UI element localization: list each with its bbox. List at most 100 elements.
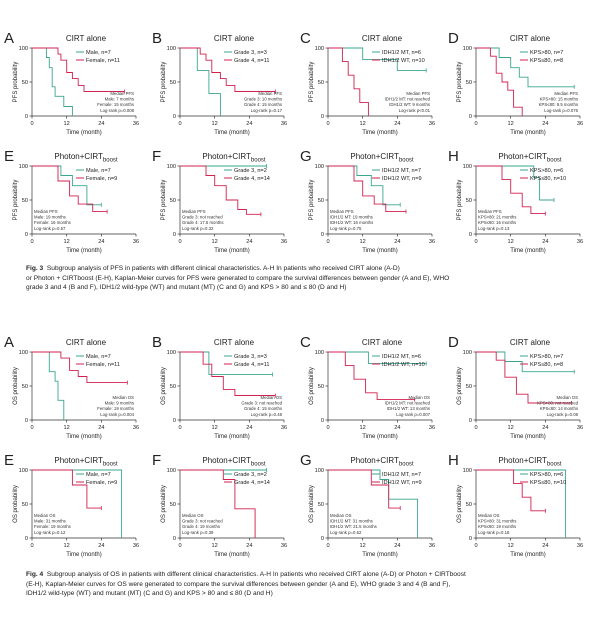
x-tick-label: 12 xyxy=(64,239,70,245)
y-axis-label: OS probability xyxy=(309,485,315,523)
x-axis-label: Time (month) xyxy=(66,434,101,440)
y-tick-label: 100 xyxy=(19,468,28,474)
x-tick-label: 24 xyxy=(542,121,548,127)
panel-letter: E xyxy=(4,452,15,469)
panel-letter: H xyxy=(448,452,459,469)
y-tick-label: 100 xyxy=(463,350,472,356)
legend-label: KPS≤80, n=10 xyxy=(530,480,566,486)
x-tick-label: 12 xyxy=(508,543,514,549)
y-tick-label: 100 xyxy=(167,468,176,474)
median-stats-line: Median OS xyxy=(113,395,135,400)
panel-title-text: Photon+CIRT xyxy=(350,152,399,161)
km-panel-c: C CIRT alone 0 50 100 0 12 24 36 Time (month) PFS … xyxy=(300,30,442,142)
panel-title: CIRT alone xyxy=(470,338,590,347)
km-curve-series-1 xyxy=(32,351,65,420)
y-tick-label: 50 xyxy=(466,198,472,204)
legend-label: KPS>80, n=6 xyxy=(530,472,563,478)
median-stats-line: Log-rank p=0.076 xyxy=(544,108,578,113)
km-plot: 0 50 100 0 12 24 36 Time (month) PFS probability… xyxy=(13,164,139,254)
x-tick-label: 24 xyxy=(246,425,252,431)
km-curve-series-1 xyxy=(476,47,575,88)
y-tick-label: 50 xyxy=(22,502,28,508)
x-tick-label: 36 xyxy=(577,121,583,127)
x-axis-label: Time (month) xyxy=(214,130,249,136)
km-curve-series-2 xyxy=(32,351,128,384)
km-plot: 0 50 100 0 12 24 36 Time (month) OS probability K… xyxy=(457,468,583,558)
x-tick-label: 24 xyxy=(542,425,548,431)
median-stats-line: IDH1/2 MT: 31 months xyxy=(330,519,373,524)
median-stats-line: KPS≤80: 14 months xyxy=(540,406,578,411)
panel-title-text: CIRT alone xyxy=(65,34,107,43)
y-tick-label: 100 xyxy=(167,46,176,52)
y-tick-label: 0 xyxy=(469,114,472,120)
y-tick-label: 0 xyxy=(25,232,28,238)
x-tick-label: 36 xyxy=(281,239,287,245)
km-curve-series-2 xyxy=(328,47,369,116)
panel-title: Photon+CIRTboost xyxy=(322,456,442,468)
panel-title-text: CIRT alone xyxy=(213,338,255,347)
x-tick-label: 0 xyxy=(326,425,329,431)
median-stats-line: Female: 16 months xyxy=(34,220,71,225)
panel-title: Photon+CIRTboost xyxy=(174,152,294,164)
caption-line: grade 3 and 4 (B and F), IDH1/2 wild-typ… xyxy=(26,284,347,292)
x-axis-label: Time (month) xyxy=(510,552,545,558)
km-plot: 0 50 100 0 12 24 36 Time (month) OS probability I… xyxy=(309,350,435,440)
median-stats-line: Median PFS xyxy=(182,209,206,214)
x-tick-label: 36 xyxy=(577,425,583,431)
panel-title: Photon+CIRTboost xyxy=(322,152,442,164)
x-tick-label: 12 xyxy=(212,425,218,431)
y-tick-label: 50 xyxy=(318,80,324,86)
x-tick-label: 24 xyxy=(394,543,400,549)
y-tick-label: 0 xyxy=(173,232,176,238)
legend-label: IDH1/2 WT, n=10 xyxy=(382,362,425,368)
y-axis-label: PFS probability xyxy=(13,62,19,103)
figure-4-caption: Fig. 4 Subgroup analysis of OS in patien… xyxy=(26,570,586,599)
km-plot: 0 50 100 0 12 24 36 Time (month) PFS probability… xyxy=(457,164,583,254)
median-stats-line: KPS≤80: 19 months xyxy=(478,524,516,529)
y-tick-label: 100 xyxy=(167,164,176,170)
x-tick-label: 0 xyxy=(30,543,33,549)
y-tick-label: 50 xyxy=(318,502,324,508)
y-tick-label: 100 xyxy=(315,350,324,356)
panel-letter: D xyxy=(448,334,459,351)
km-panel-c: C CIRT alone 0 50 100 0 12 24 36 Time (month) OS p… xyxy=(300,334,442,446)
y-tick-label: 50 xyxy=(170,198,176,204)
x-axis-label: Time (month) xyxy=(510,248,545,254)
x-tick-label: 12 xyxy=(64,425,70,431)
y-axis-label: OS probability xyxy=(161,485,167,523)
boost-subscript: boost xyxy=(398,461,414,468)
x-tick-label: 0 xyxy=(474,239,477,245)
km-panel-b: B CIRT alone 0 50 100 0 12 24 36 Time (month) OS p… xyxy=(152,334,294,446)
median-stats-line: Log-rank p=0.004 xyxy=(100,412,134,417)
x-axis-label: Time (month) xyxy=(362,552,397,558)
boost-subscript: boost xyxy=(546,461,562,468)
median-stats-line: KPS≤80: 16 months xyxy=(478,220,516,225)
y-tick-label: 100 xyxy=(315,468,324,474)
boost-subscript: boost xyxy=(102,157,118,164)
panel-title: CIRT alone xyxy=(322,34,442,43)
y-axis-label: PFS probability xyxy=(161,62,167,103)
panel-title: Photon+CIRTboost xyxy=(470,456,590,468)
median-stats-line: Median OS xyxy=(330,513,352,518)
y-tick-label: 0 xyxy=(321,114,324,120)
km-plot: 0 50 100 0 12 24 36 Time (month) OS probability M… xyxy=(13,468,139,558)
median-stats-line: Log-rank p<0.01 xyxy=(399,108,431,113)
panel-letter: F xyxy=(152,452,162,469)
x-tick-label: 36 xyxy=(429,239,435,245)
median-stats-line: KPS>80: 31 months xyxy=(478,519,516,524)
y-tick-label: 0 xyxy=(173,114,176,120)
median-stats-line: Median PFS xyxy=(478,209,502,214)
x-tick-label: 12 xyxy=(212,543,218,549)
y-axis-label: OS probability xyxy=(13,485,19,523)
figure-3-label: Fig. 3 xyxy=(26,265,44,272)
y-tick-label: 50 xyxy=(170,502,176,508)
y-tick-label: 50 xyxy=(466,80,472,86)
km-curve-series-1 xyxy=(180,47,221,116)
median-stats-line: Median OS xyxy=(182,513,204,518)
y-axis-label: PFS probability xyxy=(161,180,167,221)
y-tick-label: 50 xyxy=(170,384,176,390)
x-tick-label: 36 xyxy=(429,425,435,431)
x-tick-label: 0 xyxy=(474,121,477,127)
km-curve-series-2 xyxy=(32,165,108,213)
panel-title: CIRT alone xyxy=(26,338,146,347)
